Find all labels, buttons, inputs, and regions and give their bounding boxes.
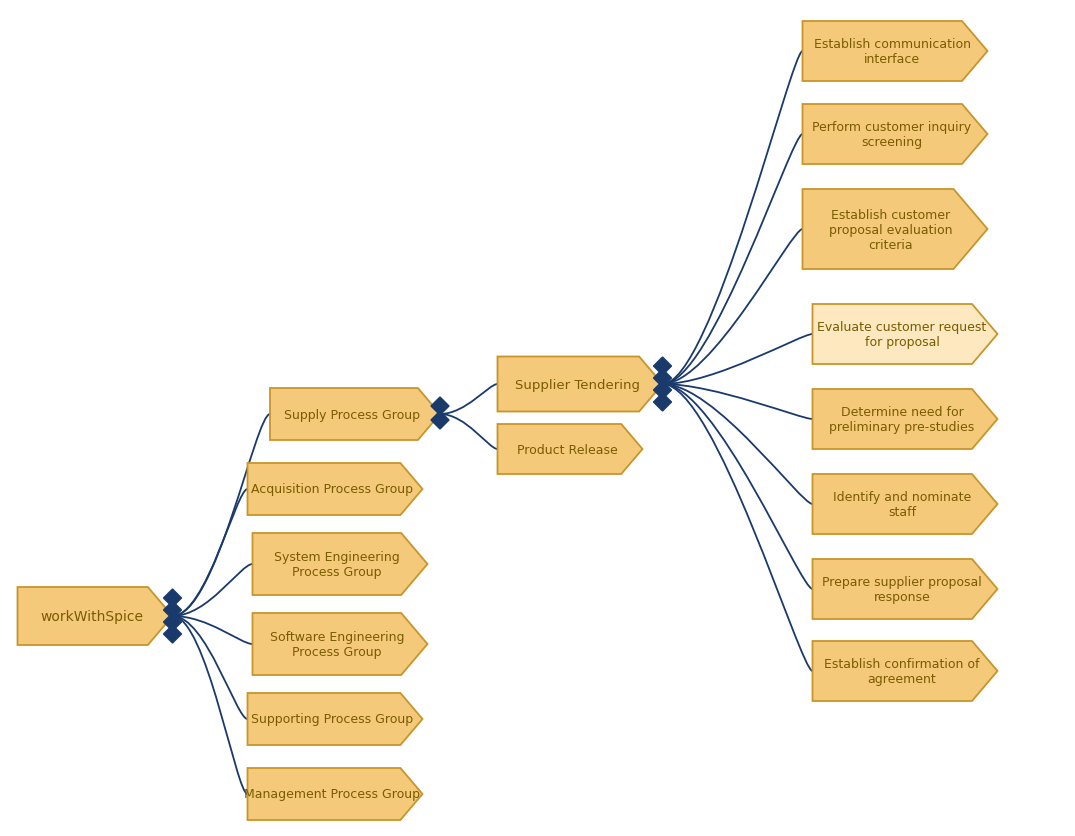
PathPatch shape [431, 411, 449, 430]
PathPatch shape [253, 533, 428, 595]
Text: Software Engineering
Process Group: Software Engineering Process Group [270, 630, 404, 658]
PathPatch shape [803, 22, 988, 82]
PathPatch shape [253, 614, 428, 675]
PathPatch shape [431, 398, 449, 415]
Text: Determine need for
preliminary pre-studies: Determine need for preliminary pre-studi… [830, 405, 975, 434]
PathPatch shape [247, 693, 422, 745]
Text: System Engineering
Process Group: System Engineering Process Group [274, 550, 400, 579]
Text: Management Process Group: Management Process Group [244, 788, 420, 801]
PathPatch shape [813, 475, 998, 534]
Text: Establish confirmation of
agreement: Establish confirmation of agreement [825, 657, 979, 686]
Text: Supplier Tendering: Supplier Tendering [515, 378, 640, 391]
PathPatch shape [498, 425, 643, 475]
PathPatch shape [247, 768, 422, 820]
Text: Identify and nominate
staff: Identify and nominate staff [833, 491, 971, 518]
PathPatch shape [163, 614, 182, 631]
PathPatch shape [813, 559, 998, 619]
Text: Establish communication
interface: Establish communication interface [814, 38, 971, 66]
Text: Establish customer
proposal evaluation
criteria: Establish customer proposal evaluation c… [829, 208, 952, 251]
PathPatch shape [813, 641, 998, 701]
Text: workWithSpice: workWithSpice [41, 609, 144, 624]
PathPatch shape [17, 588, 172, 645]
Text: Perform customer inquiry
screening: Perform customer inquiry screening [813, 121, 972, 149]
PathPatch shape [813, 304, 998, 364]
PathPatch shape [654, 381, 672, 400]
Text: Acquisition Process Group: Acquisition Process Group [252, 483, 414, 496]
PathPatch shape [247, 463, 422, 515]
PathPatch shape [654, 370, 672, 388]
Text: Prepare supplier proposal
response: Prepare supplier proposal response [822, 575, 981, 604]
PathPatch shape [163, 625, 182, 643]
Text: Supporting Process Group: Supporting Process Group [252, 712, 414, 726]
PathPatch shape [803, 190, 988, 270]
Text: Evaluate customer request
for proposal: Evaluate customer request for proposal [817, 321, 987, 349]
PathPatch shape [498, 357, 662, 412]
PathPatch shape [813, 390, 998, 450]
Text: Product Release: Product Release [517, 443, 618, 456]
Text: Supply Process Group: Supply Process Group [285, 408, 420, 421]
PathPatch shape [270, 389, 440, 441]
PathPatch shape [803, 104, 988, 165]
PathPatch shape [163, 601, 182, 619]
PathPatch shape [163, 589, 182, 607]
PathPatch shape [654, 394, 672, 411]
PathPatch shape [654, 358, 672, 375]
